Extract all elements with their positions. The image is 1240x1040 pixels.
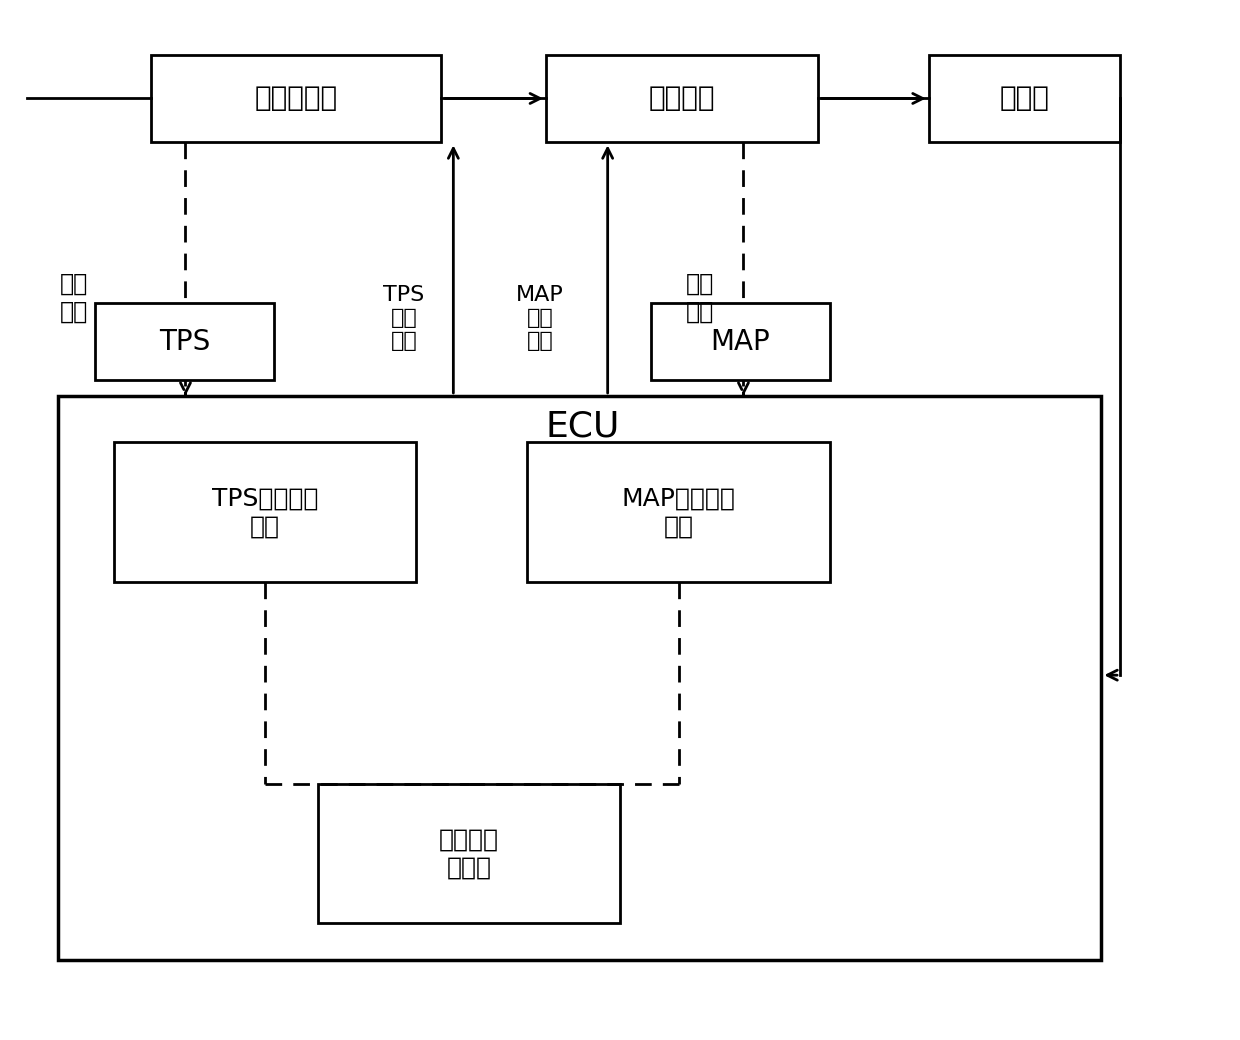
Bar [95, 303, 274, 381]
Text: MAP: MAP [711, 328, 770, 356]
Text: 进气歧管: 进气歧管 [649, 84, 715, 112]
Text: MAP微分补偿
模块: MAP微分补偿 模块 [621, 487, 735, 538]
Text: 信号
反馈: 信号 反馈 [686, 271, 714, 323]
Text: TPS微分补偿
模块: TPS微分补偿 模块 [212, 487, 319, 538]
Text: ECU: ECU [546, 410, 620, 444]
Text: TPS: TPS [159, 328, 211, 356]
Bar [151, 54, 441, 142]
Bar [527, 442, 830, 582]
Bar [114, 442, 417, 582]
Bar [58, 396, 1101, 960]
Text: 发动机: 发动机 [999, 84, 1049, 112]
Bar [546, 54, 817, 142]
Bar [651, 303, 830, 381]
Text: MAP
微分
补偿: MAP 微分 补偿 [516, 285, 564, 352]
Bar [929, 54, 1120, 142]
Text: 电子节气门: 电子节气门 [254, 84, 337, 112]
Text: TPS
微分
补偿: TPS 微分 补偿 [383, 285, 424, 352]
Text: 补偿量确
定模块: 补偿量确 定模块 [439, 828, 498, 880]
Bar [317, 784, 620, 924]
Text: 信号
反馈: 信号 反馈 [61, 271, 88, 323]
